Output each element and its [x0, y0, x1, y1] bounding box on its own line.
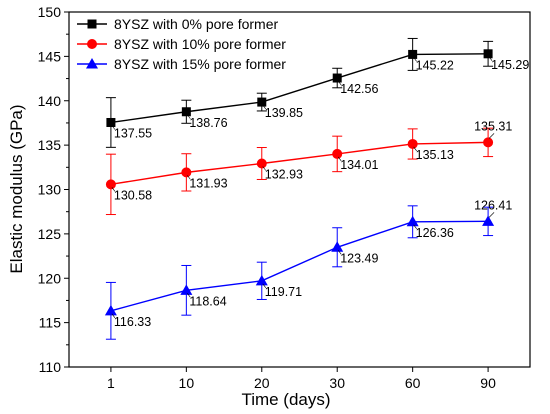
series-line [110, 53, 489, 124]
series-2: 116.33 118.64 119.71 123.49 126.36 126.41 [104, 198, 512, 340]
data-point [105, 179, 116, 190]
series-line [110, 141, 489, 186]
x-tick-label: 60 [405, 375, 421, 391]
label-leader [488, 212, 495, 218]
y-tick-label: 115 [39, 315, 62, 331]
data-point [408, 49, 418, 59]
data-point [180, 284, 193, 295]
label-leader [187, 114, 191, 119]
data-label: 142.56 [340, 82, 378, 96]
data-point [407, 138, 418, 149]
data-point [331, 241, 344, 252]
label-leader [111, 313, 116, 319]
data-label: 134.01 [340, 158, 378, 172]
data-point [483, 137, 494, 148]
y-axis-label: Elastic modulus (GPa) [7, 104, 26, 273]
x-tick-label: 10 [179, 375, 195, 391]
legend: 8YSZ with 0% pore former 8YSZ with 10% po… [77, 16, 286, 72]
label-leader [262, 104, 267, 110]
data-point [257, 97, 267, 107]
label-leader [262, 166, 267, 171]
label-leader [488, 133, 495, 139]
legend-marker [86, 58, 98, 69]
data-label: 135.13 [416, 148, 454, 162]
data-label: 118.64 [189, 294, 226, 308]
y-tick-label: 150 [38, 4, 62, 20]
x-tick-label: 20 [254, 375, 270, 391]
x-axis-label: Time (days) [241, 390, 330, 409]
data-label: 137.55 [114, 126, 152, 140]
label-leader [337, 80, 342, 86]
legend-marker [87, 39, 97, 49]
label-leader [111, 187, 116, 192]
y-tick-label: 140 [38, 93, 62, 109]
legend-label: 8YSZ with 0% pore former [114, 16, 279, 32]
data-label: 135.31 [474, 119, 512, 133]
label-leader [413, 224, 417, 229]
data-label: 123.49 [340, 251, 378, 265]
x-tick-label: 30 [329, 375, 345, 391]
data-label: 139.85 [265, 106, 303, 120]
label-leader [187, 175, 191, 180]
label-leader [413, 146, 417, 152]
y-tick-label: 145 [38, 48, 62, 64]
legend-label: 8YSZ with 10% pore former [114, 36, 286, 52]
data-point [482, 215, 495, 226]
label-leader [337, 156, 342, 162]
data-point [104, 304, 117, 316]
data-label: 145.29 [491, 58, 529, 72]
data-label: 126.41 [474, 198, 512, 212]
series-1: 130.58 131.93 132.93 134.01 135.13 135.31 [105, 119, 512, 216]
label-leader [337, 250, 342, 255]
legend-label: 8YSZ with 15% pore former [114, 56, 286, 72]
label-leader [187, 293, 191, 298]
legend-marker [87, 19, 97, 29]
label-leader [413, 57, 417, 62]
data-point [256, 158, 267, 169]
series-line [110, 220, 489, 312]
data-point [181, 167, 192, 178]
data-label: 126.36 [416, 226, 454, 240]
data-label: 132.93 [265, 167, 303, 181]
data-point [406, 215, 419, 227]
data-label: 145.22 [416, 58, 454, 72]
data-label: 130.58 [114, 188, 152, 202]
y-tick-label: 120 [38, 270, 62, 286]
label-leader [262, 283, 267, 289]
data-point [332, 73, 342, 83]
y-tick-label: 110 [39, 359, 62, 375]
data-label: 131.93 [189, 176, 227, 190]
y-tick-label: 135 [38, 137, 62, 153]
y-tick-label: 130 [38, 182, 62, 198]
data-label: 116.33 [114, 315, 151, 329]
data-point [106, 117, 116, 127]
label-leader [111, 125, 116, 130]
x-tick-label: 90 [480, 375, 496, 391]
data-label: 138.76 [189, 116, 227, 130]
data-point [181, 107, 191, 117]
x-tick-label: 1 [107, 375, 115, 391]
series-0: 137.55 138.76 139.85 142.56 145.22 145.29 [105, 37, 529, 148]
data-point [332, 148, 343, 159]
data-label: 119.71 [265, 285, 302, 299]
data-point [255, 274, 268, 286]
y-tick-label: 125 [38, 226, 62, 242]
label-leader [488, 56, 493, 61]
data-point [483, 49, 493, 59]
